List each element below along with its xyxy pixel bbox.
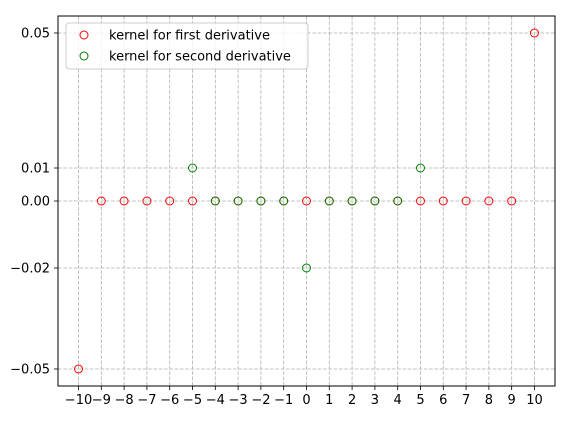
x-tick-label: 0 xyxy=(302,393,310,408)
second-derivative-point xyxy=(393,196,403,206)
first-derivative-point xyxy=(415,196,425,206)
y-axis: −0.05 −0.02 0.00 0.01 0.05 xyxy=(10,27,58,378)
second-derivative-point xyxy=(256,196,266,206)
x-tick-label: 1 xyxy=(325,393,333,408)
y-tick-label: 0.05 xyxy=(21,27,50,42)
x-tick-label: 6 xyxy=(439,393,447,408)
second-derivative-point xyxy=(233,196,243,206)
x-tick-label: −5 xyxy=(183,393,202,408)
first-derivative-point xyxy=(74,364,84,374)
x-tick-label: 7 xyxy=(462,393,470,408)
first-derivative-point xyxy=(188,196,198,206)
x-tick-label: −2 xyxy=(251,393,270,408)
x-tick-label: −9 xyxy=(92,393,111,408)
x-tick-label: 2 xyxy=(348,393,356,408)
first-derivative-point xyxy=(529,28,539,38)
first-derivative-point xyxy=(119,196,129,206)
x-tick-label: −6 xyxy=(160,393,179,408)
second-derivative-point xyxy=(347,196,357,206)
first-derivative-point xyxy=(142,196,152,206)
x-tick-label: 5 xyxy=(416,393,424,408)
x-tick-label: −3 xyxy=(229,393,248,408)
y-tick-label: −0.05 xyxy=(10,363,50,378)
first-derivative-point xyxy=(484,196,494,206)
x-axis: −10 −9 −8 −7 −6 −5 −4 −3 −2 −1 0 1 2 3 4 5 6 7 8 9 10 xyxy=(65,386,543,408)
x-tick-label: −10 xyxy=(65,393,92,408)
first-derivative-point xyxy=(507,196,517,206)
legend: kernel for first derivative kernel for se… xyxy=(65,22,309,70)
legend-first-derivative-marker xyxy=(79,30,89,40)
legend-first-derivative-label: kernel for first derivative xyxy=(109,29,270,44)
data-points xyxy=(74,28,539,374)
legend-second-derivative-label: kernel for second derivative xyxy=(109,50,291,65)
second-derivative-point xyxy=(188,163,198,173)
first-derivative-point xyxy=(461,196,471,206)
x-tick-label: 9 xyxy=(508,393,516,408)
legend-box xyxy=(65,22,309,70)
second-derivative-point xyxy=(302,263,311,273)
x-tick-label: 4 xyxy=(394,393,402,408)
x-tick-label: −1 xyxy=(274,393,293,408)
second-derivative-point xyxy=(279,196,289,206)
first-derivative-point xyxy=(165,196,175,206)
x-tick-label: 3 xyxy=(371,393,379,408)
first-derivative-point xyxy=(302,196,311,206)
second-derivative-point xyxy=(370,196,380,206)
x-tick-label: 10 xyxy=(526,393,543,408)
second-derivative-point xyxy=(210,196,220,206)
grid-lines xyxy=(58,16,555,386)
legend-second-derivative-marker xyxy=(79,51,89,61)
first-derivative-point xyxy=(438,196,448,206)
y-tick-label: 0.01 xyxy=(21,162,50,177)
x-tick-label: 8 xyxy=(485,393,493,408)
first-derivative-point xyxy=(96,196,106,206)
y-tick-label: −0.02 xyxy=(10,262,50,277)
second-derivative-point xyxy=(415,163,425,173)
second-derivative-point xyxy=(324,196,334,206)
y-tick-label: 0.00 xyxy=(21,195,50,210)
x-tick-label: −8 xyxy=(115,393,134,408)
x-tick-label: −4 xyxy=(206,393,225,408)
x-tick-label: −7 xyxy=(137,393,156,408)
